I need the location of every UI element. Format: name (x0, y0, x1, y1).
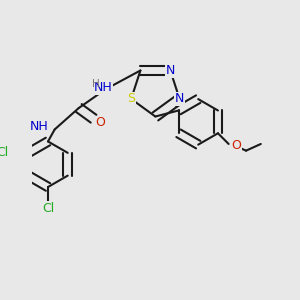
Text: O: O (231, 139, 241, 152)
Text: Cl: Cl (0, 146, 8, 159)
Text: NH: NH (29, 120, 48, 133)
Text: H: H (92, 80, 100, 89)
Text: N: N (166, 64, 175, 77)
Text: O: O (95, 116, 105, 129)
Text: NH: NH (94, 81, 112, 94)
Text: N: N (175, 92, 184, 105)
Text: S: S (127, 92, 135, 105)
Text: Cl: Cl (42, 202, 54, 215)
